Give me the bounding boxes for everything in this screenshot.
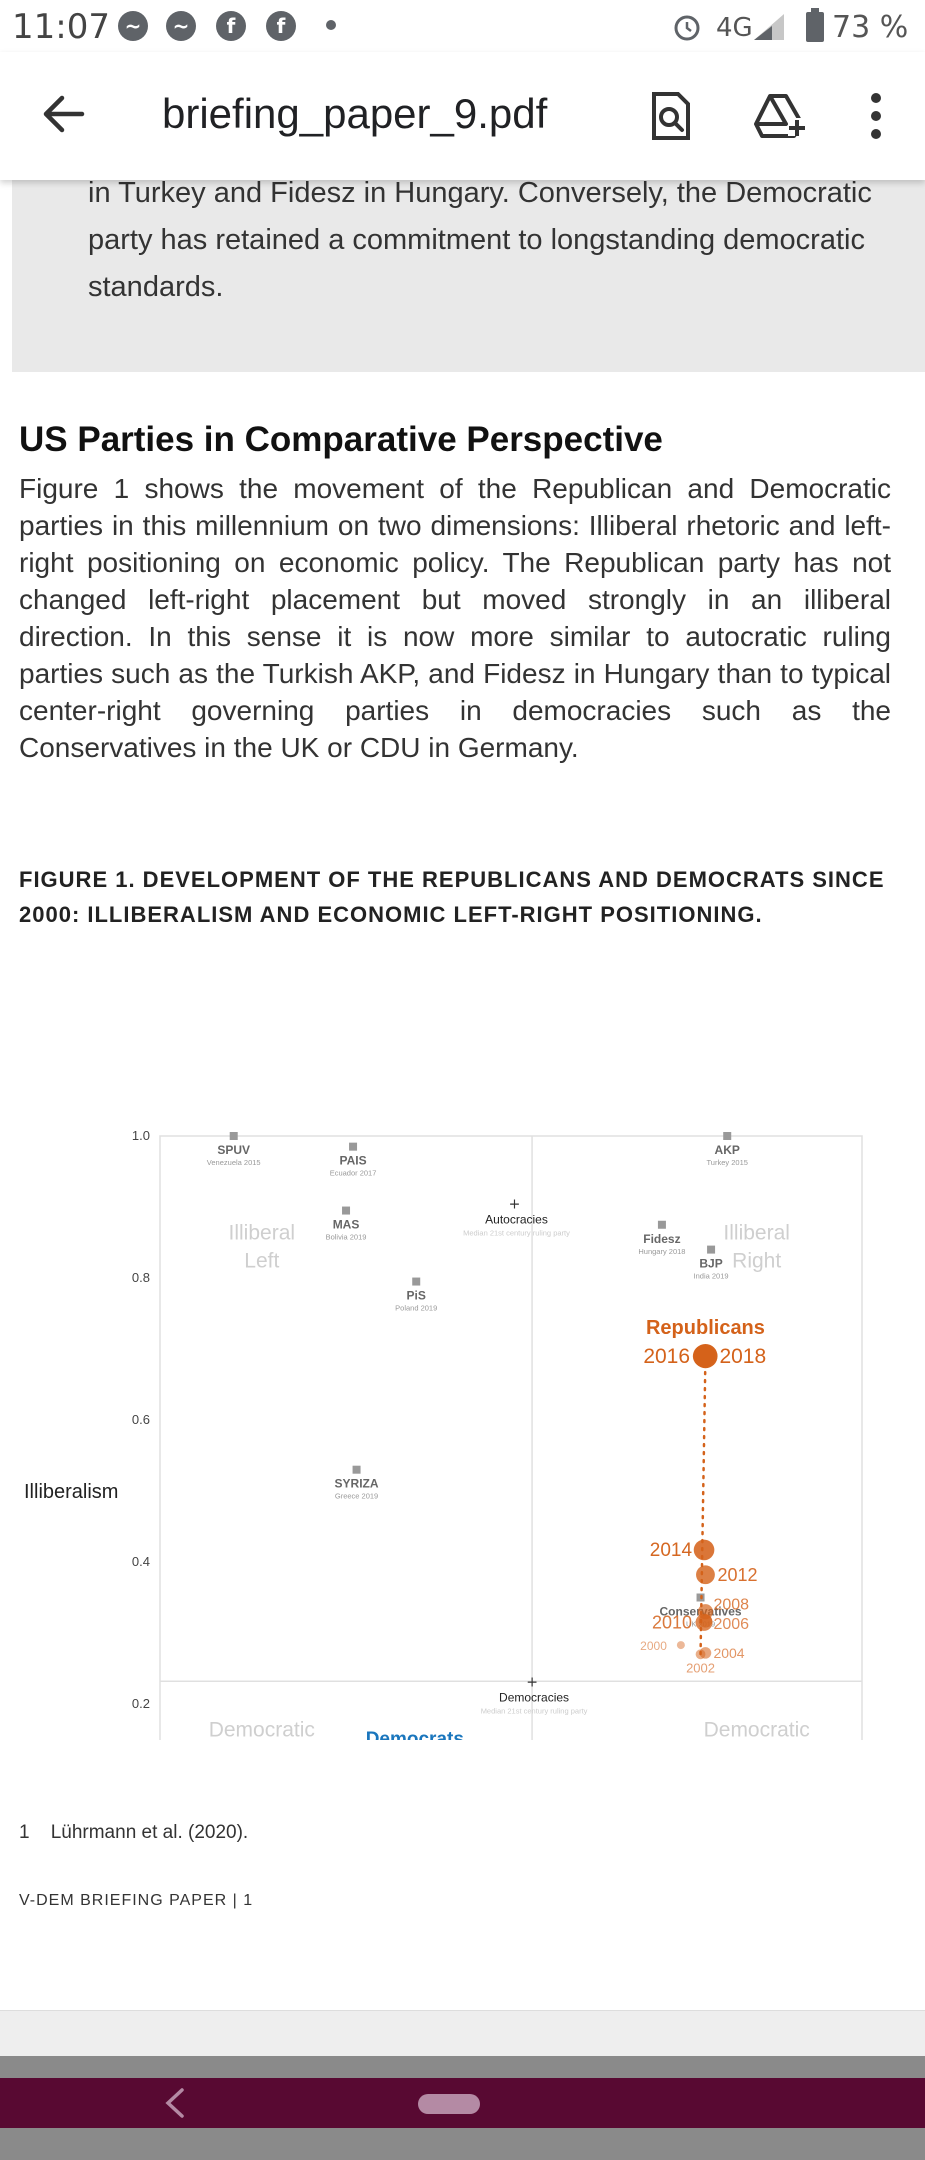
quadrant-label: Left — [244, 1250, 279, 1273]
battery-icon — [806, 8, 824, 42]
section-title: US Parties in Comparative Perspective — [19, 420, 663, 459]
republicans-year-label: 2012 — [717, 1565, 757, 1585]
facebook-icon: f — [266, 11, 296, 41]
party-marker — [342, 1206, 351, 1215]
party-label: MAS — [333, 1218, 360, 1232]
network-type: 4G — [716, 13, 753, 43]
y-tick-label: 0.6 — [132, 1412, 150, 1427]
y-tick-label: 0.8 — [132, 1270, 150, 1285]
party-label: AKP — [715, 1143, 740, 1157]
callout-box: in Turkey and Fidesz in Hungary. Convers… — [12, 180, 925, 372]
quadrant-label: Illiberal — [723, 1222, 790, 1245]
status-bar: 11:07 ~ ~ f f 4G 73 % — [0, 0, 925, 52]
party-marker — [352, 1465, 361, 1474]
party-sublabel: Ecuador 2017 — [330, 1169, 377, 1178]
party-sublabel: Venezuela 2015 — [207, 1158, 261, 1167]
alarm-icon — [674, 15, 700, 41]
party-sublabel: Bolivia 2019 — [326, 1233, 367, 1242]
quadrant-label: Democratic — [704, 1719, 810, 1740]
reference-label: Autocracies — [485, 1212, 548, 1226]
add-to-drive-icon[interactable] — [752, 88, 808, 144]
messenger-icon: ~ — [166, 11, 196, 41]
app-bar: briefing_paper_9.pdf — [0, 52, 925, 180]
reference-sublabel: Median 21st century ruling party — [481, 1706, 588, 1715]
figure-1-chart: 0.00.20.40.60.81.00.00.20.40.60.81.0Econ… — [24, 1128, 863, 1740]
footnote: 1 Lührmann et al. (2020). — [19, 1822, 248, 1844]
page-gap — [0, 2010, 925, 2056]
y-tick-label: 0.2 — [132, 1696, 150, 1711]
system-nav-bar — [0, 2078, 925, 2128]
facebook-icon: f — [216, 11, 246, 41]
figure-caption: FIGURE 1. DEVELOPMENT OF THE REPUBLICANS… — [19, 867, 885, 927]
reference-marker: + — [526, 1674, 538, 1690]
party-sublabel: India 2019 — [694, 1272, 729, 1281]
callout-text: in Turkey and Fidesz in Hungary. Convers… — [88, 180, 872, 303]
party-marker — [707, 1245, 716, 1254]
republicans-year-label: 2008 — [713, 1597, 749, 1614]
document-title: briefing_paper_9.pdf — [162, 90, 548, 137]
republicans-point — [693, 1344, 718, 1369]
y-axis-label: Illiberalism — [24, 1481, 118, 1503]
more-vert-icon[interactable] — [848, 88, 904, 144]
party-marker — [657, 1220, 666, 1229]
party-marker — [723, 1132, 732, 1140]
republicans-point — [693, 1539, 715, 1561]
republicans-point — [676, 1641, 685, 1650]
republicans-year-label: 2006 — [713, 1616, 749, 1633]
republicans-label: Republicans — [646, 1317, 765, 1339]
plot-frame — [159, 1135, 863, 1740]
footnote-text: Lührmann et al. (2020). — [50, 1822, 249, 1843]
republicans-point — [699, 1647, 712, 1659]
quadrant-label: Democratic — [209, 1719, 315, 1740]
republicans-point — [696, 1565, 715, 1585]
bottom-strip — [0, 2128, 925, 2160]
pdf-page[interactable]: in Turkey and Fidesz in Hungary. Convers… — [0, 180, 925, 2010]
party-label: Fidesz — [643, 1232, 680, 1246]
republicans-year-label: 2002 — [686, 1660, 715, 1675]
quadrant-label: Right — [732, 1250, 781, 1273]
republicans-year-label: 2004 — [713, 1645, 744, 1661]
y-tick-label: 0.4 — [132, 1554, 150, 1569]
arrow-back-icon[interactable] — [36, 86, 92, 142]
party-label: PiS — [407, 1289, 426, 1303]
republicans-year-label: 2018 — [719, 1345, 766, 1368]
party-sublabel: Hungary 2018 — [638, 1247, 685, 1256]
quadrant-label: Illiberal — [229, 1222, 296, 1245]
section-body: Figure 1 shows the movement of the Repub… — [19, 473, 891, 763]
status-time: 11:07 — [12, 7, 110, 47]
messenger-icon: ~ — [118, 11, 148, 41]
democrats-label: Democrats — [366, 1729, 464, 1740]
reference-sublabel: Median 21st century ruling party — [463, 1228, 570, 1237]
republicans-year-label: 2010 — [652, 1612, 692, 1632]
nav-back-icon[interactable] — [160, 2086, 190, 2120]
party-label: SYRIZA — [335, 1477, 379, 1491]
party-marker — [349, 1142, 358, 1151]
more-notifications-icon — [326, 20, 336, 30]
party-marker — [412, 1277, 421, 1286]
nav-home-pill[interactable] — [418, 2094, 480, 2114]
reference-marker: + — [509, 1196, 521, 1212]
page-footer: V-DEM BRIEFING PAPER | 1 — [19, 1892, 254, 1909]
party-sublabel: Greece 2019 — [335, 1492, 378, 1501]
footnote-number: 1 — [19, 1822, 30, 1843]
reference-label: Democracies — [499, 1690, 569, 1704]
battery-level: 73 % — [832, 10, 909, 45]
republicans-trajectory — [699, 1354, 707, 1656]
party-label: SPUV — [217, 1143, 250, 1157]
party-sublabel: Turkey 2015 — [707, 1158, 748, 1167]
republicans-point — [695, 1613, 713, 1631]
republicans-year-label: 2014 — [650, 1540, 693, 1561]
nav-divider — [0, 2056, 925, 2078]
party-sublabel: Poland 2019 — [395, 1304, 437, 1313]
party-label: PAIS — [339, 1154, 366, 1168]
search-document-icon[interactable] — [642, 88, 698, 144]
republicans-year-label: 2016 — [643, 1345, 690, 1368]
party-label: BJP — [699, 1257, 722, 1271]
y-tick-label: 1.0 — [132, 1128, 150, 1143]
party-marker — [229, 1132, 238, 1140]
republicans-year-label: 2000 — [640, 1639, 667, 1653]
signal-icon — [754, 14, 784, 40]
